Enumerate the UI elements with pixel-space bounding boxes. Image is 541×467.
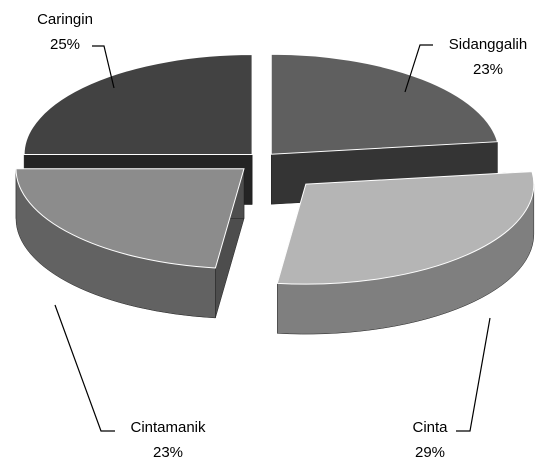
slice-top <box>270 53 499 155</box>
slice-top <box>23 54 253 156</box>
leader-line <box>92 45 115 89</box>
value-label: 23% <box>473 61 503 78</box>
value-label: 29% <box>415 444 445 461</box>
leader-line <box>404 44 433 93</box>
category-label: Cintamanik <box>130 419 206 436</box>
leader-line <box>54 304 115 432</box>
leader-line <box>456 317 491 432</box>
category-label: Caringin <box>37 11 93 28</box>
category-label: Cinta <box>412 419 448 436</box>
slice <box>276 171 535 335</box>
value-label: 25% <box>50 36 80 53</box>
category-label: Sidanggalih <box>449 36 527 53</box>
slice <box>15 168 245 319</box>
slice-top <box>15 168 245 269</box>
value-label: 23% <box>153 444 183 461</box>
slice-top <box>276 171 535 285</box>
